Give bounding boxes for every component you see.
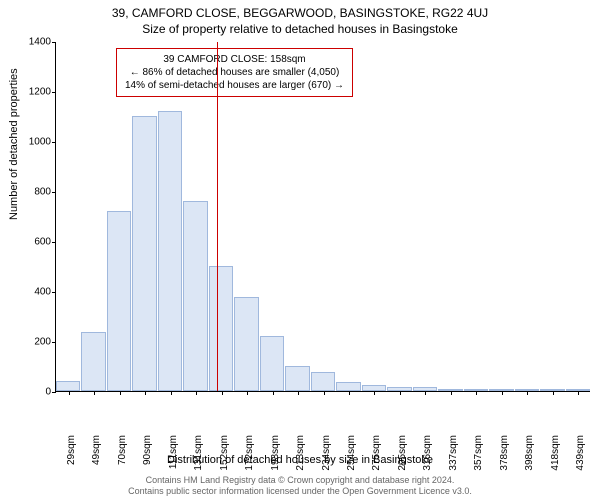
x-tick-mark (476, 391, 477, 395)
x-tick-mark (247, 391, 248, 395)
annotation-box: 39 CAMFORD CLOSE: 158sqm ← 86% of detach… (116, 48, 353, 97)
chart-title-main: 39, CAMFORD CLOSE, BEGGARWOOD, BASINGSTO… (0, 6, 600, 20)
histogram-bar (260, 336, 284, 391)
x-tick-mark (222, 391, 223, 395)
footer: Contains HM Land Registry data © Crown c… (0, 475, 600, 498)
x-tick-mark (69, 391, 70, 395)
y-tick-mark (52, 142, 56, 143)
histogram-bar (311, 372, 335, 391)
y-tick-mark (52, 242, 56, 243)
footer-line2: Contains public sector information licen… (0, 486, 600, 498)
annotation-line3: 14% of semi-detached houses are larger (… (125, 79, 344, 92)
histogram-bar (336, 382, 360, 391)
x-tick-mark (553, 391, 554, 395)
annotation-line2: ← 86% of detached houses are smaller (4,… (125, 66, 344, 79)
x-tick-mark (527, 391, 528, 395)
x-tick-mark (578, 391, 579, 395)
histogram-bar (234, 297, 258, 391)
y-tick-label: 200 (21, 337, 51, 348)
x-tick-mark (400, 391, 401, 395)
y-tick-label: 0 (21, 387, 51, 398)
x-tick-mark (374, 391, 375, 395)
histogram-bar (81, 332, 105, 391)
x-tick-mark (171, 391, 172, 395)
x-tick-mark (425, 391, 426, 395)
histogram-bar (209, 266, 233, 391)
y-tick-mark (52, 392, 56, 393)
histogram-bar (107, 211, 131, 391)
footer-line1: Contains HM Land Registry data © Crown c… (0, 475, 600, 487)
x-tick-mark (298, 391, 299, 395)
histogram-bar (158, 111, 182, 391)
x-tick-mark (324, 391, 325, 395)
y-tick-label: 600 (21, 237, 51, 248)
x-tick-mark (451, 391, 452, 395)
chart-title-sub: Size of property relative to detached ho… (0, 22, 600, 36)
x-tick-mark (145, 391, 146, 395)
y-tick-mark (52, 292, 56, 293)
y-tick-mark (52, 192, 56, 193)
y-tick-label: 1200 (21, 87, 51, 98)
histogram-bar (56, 381, 80, 391)
histogram-bar (285, 366, 309, 391)
x-tick-mark (349, 391, 350, 395)
chart-container: 39, CAMFORD CLOSE, BEGGARWOOD, BASINGSTO… (0, 0, 600, 500)
histogram-bar (132, 116, 156, 391)
x-axis-label: Distribution of detached houses by size … (0, 454, 600, 466)
y-tick-mark (52, 42, 56, 43)
y-tick-label: 400 (21, 287, 51, 298)
x-tick-mark (196, 391, 197, 395)
x-tick-mark (94, 391, 95, 395)
y-tick-label: 1400 (21, 37, 51, 48)
y-tick-label: 800 (21, 187, 51, 198)
plot-area: 39 CAMFORD CLOSE: 158sqm ← 86% of detach… (55, 42, 590, 392)
y-tick-mark (52, 92, 56, 93)
reference-vline (217, 42, 218, 391)
y-tick-mark (52, 342, 56, 343)
y-axis-label: Number of detached properties (8, 68, 20, 220)
x-tick-mark (273, 391, 274, 395)
annotation-line1: 39 CAMFORD CLOSE: 158sqm (125, 53, 344, 66)
histogram-bar (183, 201, 207, 391)
x-tick-mark (502, 391, 503, 395)
y-tick-label: 1000 (21, 137, 51, 148)
x-tick-mark (120, 391, 121, 395)
